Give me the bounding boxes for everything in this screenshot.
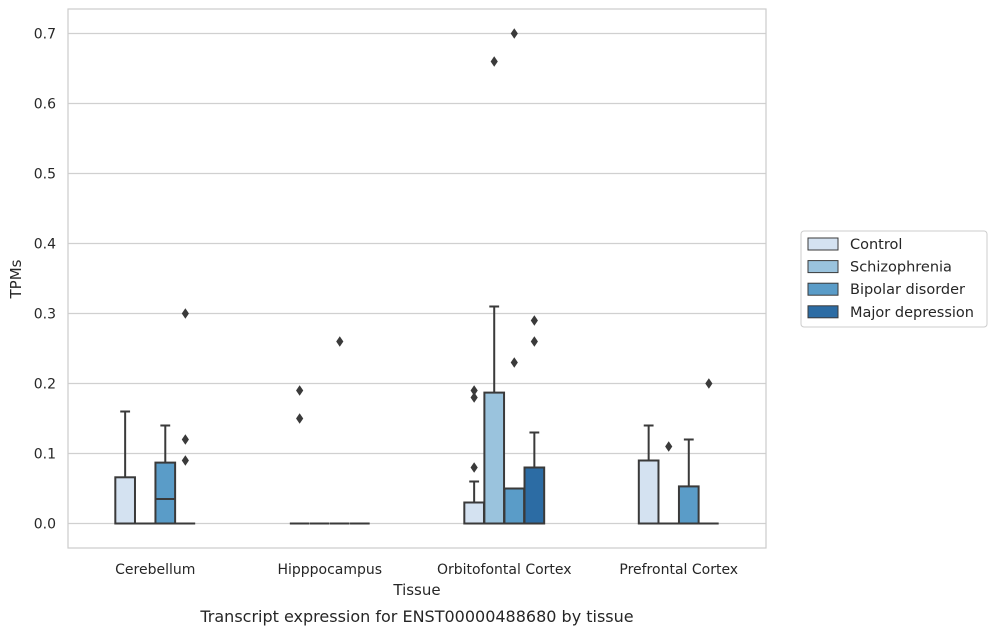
outlier-point xyxy=(336,336,344,347)
y-tick-label: 0.7 xyxy=(34,27,56,43)
box-0-3 xyxy=(175,308,196,525)
y-tick-label: 0.6 xyxy=(34,97,56,113)
legend-label: Major depression xyxy=(850,305,974,321)
box-body xyxy=(114,476,136,525)
outlier-point xyxy=(181,434,189,445)
x-axis-title: Tissue xyxy=(392,581,440,599)
legend: Control Schizophrenia Bipolar disorder Majo… xyxy=(800,230,988,328)
outlier-point xyxy=(296,413,304,424)
y-axis-title: TPMs xyxy=(7,259,25,299)
outlier-point xyxy=(296,385,304,396)
outlier-point xyxy=(181,455,189,466)
outlier-point xyxy=(510,28,518,39)
box-2-0 xyxy=(463,385,485,525)
box-2-3 xyxy=(523,315,546,525)
box-body xyxy=(463,501,485,525)
box-2-1 xyxy=(483,56,506,525)
y-tick-label: 0.5 xyxy=(34,167,56,183)
outlier-point xyxy=(470,385,478,396)
box-body xyxy=(523,466,546,525)
box-body xyxy=(483,391,506,525)
box-body xyxy=(677,485,700,525)
box-1-2 xyxy=(329,336,350,525)
box-body xyxy=(503,487,526,525)
legend-label: Bipolar disorder xyxy=(850,282,965,298)
y-tick-label: 0.4 xyxy=(34,237,56,253)
outlier-point xyxy=(490,56,498,67)
box-0-0 xyxy=(114,410,136,525)
box-plot-marks xyxy=(114,28,719,525)
y-tick-label: 0.2 xyxy=(34,377,56,393)
box-0-2 xyxy=(154,424,177,525)
outlier-point xyxy=(705,378,713,389)
legend-swatch xyxy=(807,260,839,274)
x-tick-label: Hipppocampus xyxy=(277,562,382,578)
plot-frame xyxy=(67,8,767,549)
box-3-0 xyxy=(637,424,660,525)
x-tick-label: Orbitofontal Cortex xyxy=(437,562,572,578)
y-tick-label: 0.3 xyxy=(34,307,56,323)
legend-frame xyxy=(800,230,988,328)
legend-swatch xyxy=(807,282,839,296)
y-tick-label: 0.0 xyxy=(34,517,56,533)
grid-lines xyxy=(68,32,766,525)
legend-label: Schizophrenia xyxy=(850,260,952,276)
y-axis-ticks: 0.0 0.1 0.2 0.3 0.4 0.5 0.6 0.7 xyxy=(34,27,56,533)
box-1-0 xyxy=(289,385,310,525)
box-2-2 xyxy=(503,28,526,525)
box-body xyxy=(637,459,660,525)
outlier-point xyxy=(530,336,538,347)
legend-label: Control xyxy=(850,237,902,253)
x-axis-ticks: Cerebellum Hipppocampus Orbitofontal Corte… xyxy=(115,562,738,578)
outlier-point xyxy=(470,462,478,473)
y-tick-label: 0.1 xyxy=(34,447,56,463)
box-3-1 xyxy=(658,441,679,525)
box-3-2 xyxy=(677,438,700,525)
chart-caption: Transcript expression for ENST0000048868… xyxy=(199,607,633,626)
x-tick-label: Cerebellum xyxy=(115,562,195,578)
outlier-point xyxy=(181,308,189,319)
x-tick-label: Prefrontal Cortex xyxy=(619,562,738,578)
outlier-point xyxy=(470,392,478,403)
outlier-point xyxy=(510,357,518,368)
outlier-point xyxy=(665,441,673,452)
box-3-3 xyxy=(699,378,719,525)
legend-swatch xyxy=(807,305,839,319)
box-body xyxy=(154,461,177,525)
legend-swatch xyxy=(807,237,839,251)
outlier-point xyxy=(530,315,538,326)
